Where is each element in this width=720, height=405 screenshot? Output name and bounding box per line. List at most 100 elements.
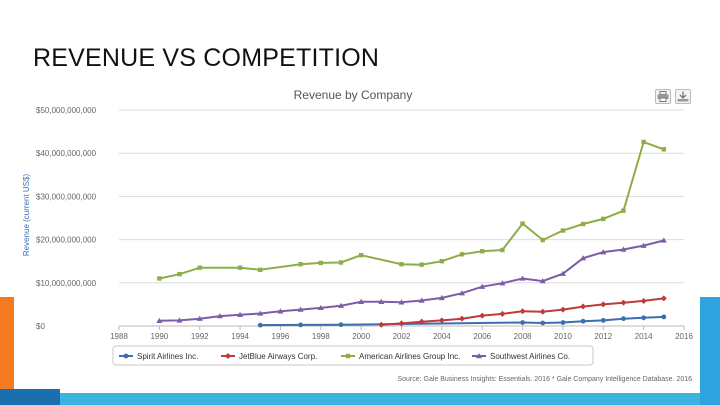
series-layer: [156, 139, 667, 328]
y-tick-label: $0: [36, 322, 45, 331]
data-point: [298, 322, 304, 328]
data-point: [297, 306, 304, 312]
data-point: [539, 278, 546, 284]
data-point: [480, 249, 485, 254]
data-point: [317, 304, 324, 311]
legend-label: American Airlines Group Inc.: [359, 352, 460, 361]
legend-marker: [123, 353, 129, 359]
data-point: [641, 315, 647, 321]
x-tick-label: 1996: [272, 332, 290, 341]
orange-accent-bar: [0, 297, 14, 405]
series-line: [159, 239, 665, 322]
bottom-accent-bar: [60, 393, 700, 405]
data-point: [519, 275, 526, 281]
data-point: [398, 299, 405, 305]
y-axis-label: Revenue (current US$): [22, 174, 31, 257]
data-point: [419, 262, 424, 267]
data-point: [661, 147, 667, 152]
chart-container: [14, 80, 700, 393]
data-point: [640, 297, 647, 304]
data-point: [560, 228, 566, 233]
legend-marker: [345, 353, 351, 359]
data-point: [196, 315, 203, 321]
y-tick-label: $20,000,000,000: [36, 236, 97, 245]
data-point: [500, 247, 505, 253]
data-point: [641, 139, 646, 145]
dark-blue-accent-bar: [0, 389, 60, 405]
data-point: [600, 317, 606, 323]
series-spirit-airlines-inc: [257, 314, 667, 328]
data-point: [237, 311, 244, 317]
legend-label: Spirit Airlines Inc.: [137, 352, 198, 361]
x-tick-label: 2012: [594, 332, 612, 341]
data-point: [520, 320, 525, 325]
data-point: [580, 221, 586, 227]
data-point: [580, 318, 586, 324]
data-point: [540, 320, 546, 326]
data-point: [358, 298, 365, 305]
data-point: [438, 317, 445, 324]
chart-title: Revenue by Company: [294, 88, 413, 102]
data-point: [378, 321, 385, 328]
legend-marker: [225, 353, 231, 359]
data-point: [621, 208, 626, 213]
data-point: [176, 317, 183, 323]
download-button[interactable]: [675, 89, 691, 104]
data-point: [378, 298, 385, 305]
data-point: [439, 259, 445, 264]
legend-marker: [476, 353, 482, 359]
data-point: [399, 262, 404, 267]
data-point: [257, 322, 263, 328]
source-note: Source: Gale Business Insights: Essentia…: [397, 376, 692, 383]
data-point: [358, 252, 364, 258]
data-point: [660, 295, 667, 302]
data-point: [620, 246, 627, 252]
x-tick-label: 2014: [635, 332, 653, 341]
x-tick-label: 2000: [352, 332, 370, 341]
series-american-airlines-group-inc: [157, 139, 667, 281]
grid-lines: [119, 109, 684, 327]
data-point: [177, 271, 182, 277]
data-point: [600, 249, 607, 255]
data-point: [621, 316, 626, 322]
data-point: [298, 262, 303, 267]
data-point: [459, 315, 466, 322]
x-tick-label: 2006: [473, 332, 491, 341]
data-point: [539, 308, 546, 315]
legend-label: Southwest Airlines Co.: [490, 352, 570, 361]
y-tick-label: $40,000,000,000: [36, 149, 97, 158]
data-point: [156, 317, 163, 324]
data-point: [337, 302, 344, 308]
x-tick-label: 1994: [231, 332, 249, 341]
data-point: [661, 314, 667, 320]
x-tick-label: 2008: [514, 332, 532, 341]
data-point: [479, 283, 486, 289]
series-line: [159, 140, 665, 280]
data-point: [540, 237, 545, 243]
print-button[interactable]: [655, 89, 671, 104]
data-point: [418, 318, 425, 325]
data-point: [640, 242, 647, 248]
data-point: [338, 260, 344, 265]
data-point: [520, 221, 525, 226]
data-point: [559, 270, 566, 276]
print-icon: [657, 91, 669, 102]
x-tick-label: 2016: [675, 332, 693, 341]
x-tick-label: 2002: [393, 332, 411, 341]
data-point: [459, 252, 465, 257]
data-point: [479, 312, 486, 319]
data-point: [398, 320, 405, 327]
data-point: [519, 308, 526, 315]
x-tick-label: 1988: [110, 332, 128, 341]
data-point: [580, 303, 587, 310]
y-tick-label: $50,000,000,000: [36, 106, 97, 115]
download-icon: [677, 91, 689, 102]
x-axis-ticks: 1988 1990 1992 1994 1996 1998 2000 2002 2004 2006…: [110, 326, 693, 341]
data-point: [157, 276, 162, 281]
x-tick-label: 2004: [433, 332, 451, 341]
data-point: [418, 297, 425, 303]
data-point: [257, 310, 264, 316]
y-axis-ticks: $0 $10,000,000,000 $20,000,000,000 $30,000,…: [36, 106, 97, 331]
x-tick-label: 1992: [191, 332, 209, 341]
data-point: [499, 310, 506, 317]
